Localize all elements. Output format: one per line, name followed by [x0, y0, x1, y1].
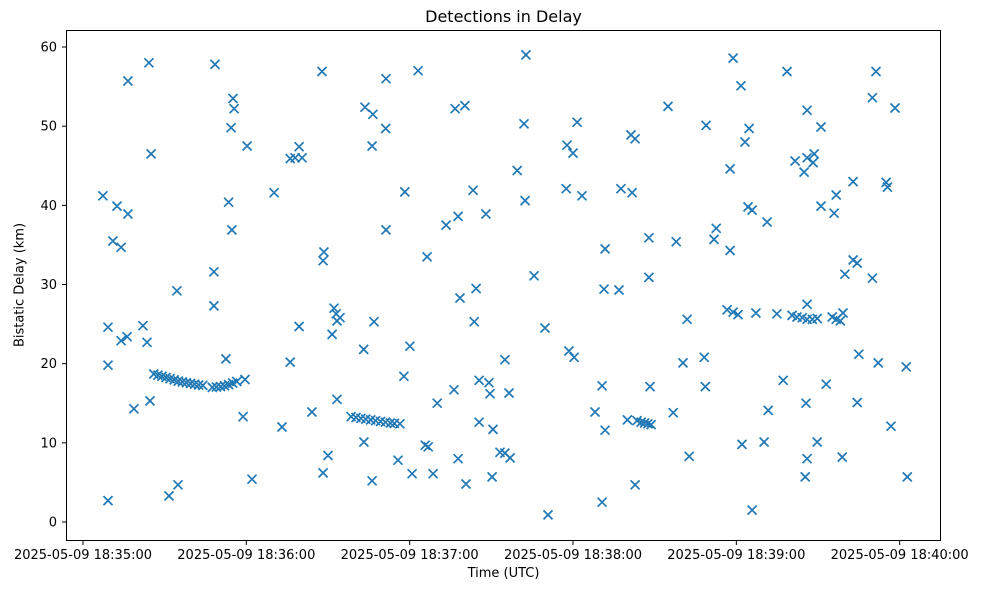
y-tick-label: 20 [40, 357, 57, 372]
scatter-markers [97, 49, 913, 521]
chart-title: Detections in Delay [425, 7, 582, 26]
y-tick-label: 10 [40, 436, 57, 451]
x-tick-label: 2025-05-09 18:38:00 [504, 548, 642, 563]
y-tick-label: 50 [40, 120, 57, 135]
y-tick-label: 0 [49, 516, 57, 531]
x-axis-label: Time (UTC) [467, 566, 540, 581]
x-tick-label: 2025-05-09 18:36:00 [177, 548, 315, 563]
plot-border [66, 30, 941, 541]
y-tick-label: 60 [40, 40, 57, 55]
x-tick-label: 2025-05-09 18:35:00 [14, 548, 152, 563]
y-axis-label: Bistatic Delay (km) [12, 222, 28, 348]
y-tick-label: 30 [40, 278, 57, 293]
x-tick-label: 2025-05-09 18:39:00 [667, 548, 805, 563]
x-tick-label: 2025-05-09 18:37:00 [341, 548, 479, 563]
x-tick-label: 2025-05-09 18:40:00 [831, 548, 969, 563]
y-tick-label: 40 [40, 199, 57, 214]
